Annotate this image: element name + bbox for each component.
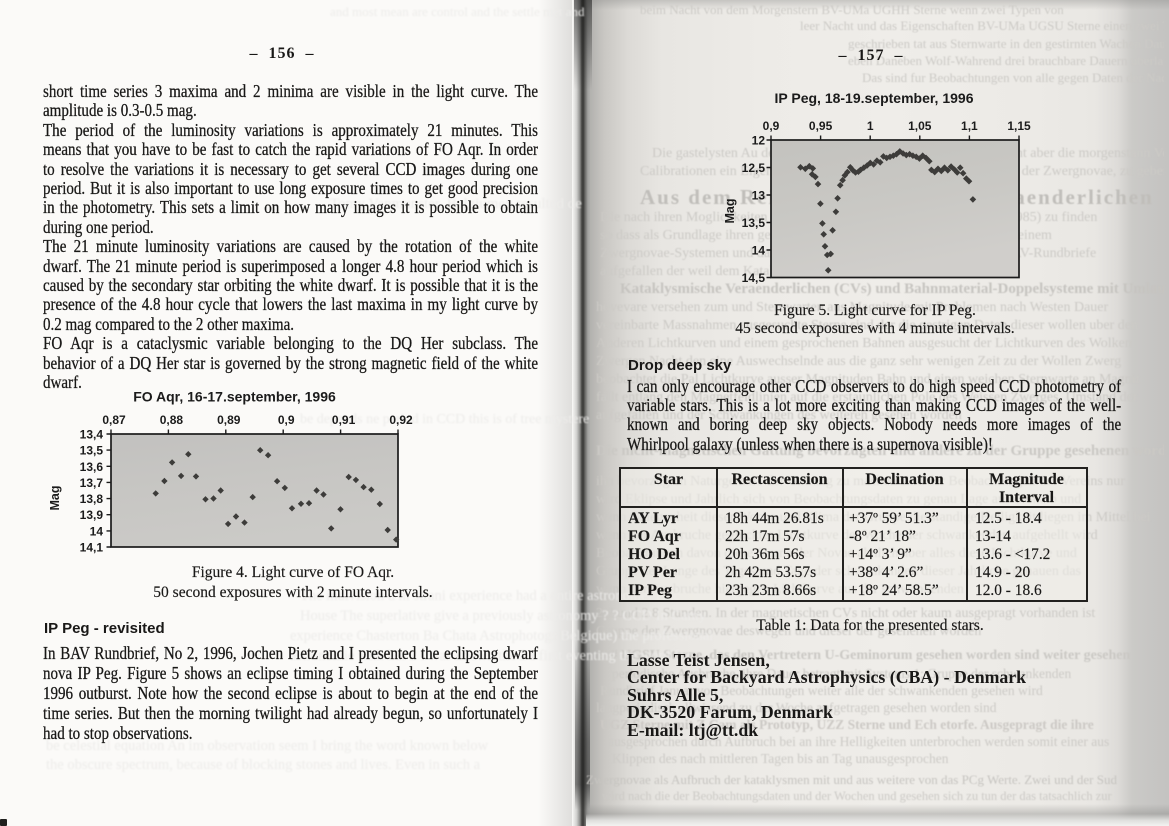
svg-text:0,87: 0,87 (102, 413, 126, 427)
svg-text:13,4: 13,4 (80, 428, 104, 442)
svg-text:1,15: 1,15 (1007, 119, 1031, 133)
svg-text:14: 14 (752, 244, 766, 258)
svg-text:12: 12 (752, 134, 766, 148)
svg-text:13,6: 13,6 (80, 460, 104, 474)
svg-text:IP Peg, 18-19.september, 1996: IP Peg, 18-19.september, 1996 (775, 90, 974, 106)
svg-text:13,9: 13,9 (80, 508, 104, 522)
svg-text:0,92: 0,92 (389, 413, 413, 427)
svg-text:0,88: 0,88 (160, 413, 184, 427)
svg-text:13: 13 (752, 189, 766, 203)
svg-text:12,5: 12,5 (742, 161, 766, 175)
svg-text:13,5: 13,5 (742, 216, 766, 230)
svg-text:13,8: 13,8 (80, 492, 104, 506)
svg-text:1,1: 1,1 (961, 119, 978, 133)
svg-text:0,95: 0,95 (809, 119, 833, 133)
svg-text:0,89: 0,89 (217, 413, 241, 427)
svg-text:14,1: 14,1 (80, 541, 104, 555)
svg-text:0,9: 0,9 (763, 119, 780, 133)
svg-text:1: 1 (867, 119, 874, 133)
svg-text:Mag: Mag (48, 486, 62, 511)
svg-text:FO Aqr, 16-17.september, 1996: FO Aqr, 16-17.september, 1996 (133, 389, 336, 405)
svg-text:Mag: Mag (723, 199, 737, 224)
svg-text:13,5: 13,5 (80, 444, 104, 458)
svg-text:1,05: 1,05 (908, 119, 932, 133)
svg-text:0,9: 0,9 (278, 413, 295, 427)
svg-text:14,5: 14,5 (742, 271, 766, 285)
svg-text:14: 14 (90, 524, 104, 538)
svg-text:13,7: 13,7 (80, 476, 104, 490)
svg-text:0,91: 0,91 (332, 413, 356, 427)
